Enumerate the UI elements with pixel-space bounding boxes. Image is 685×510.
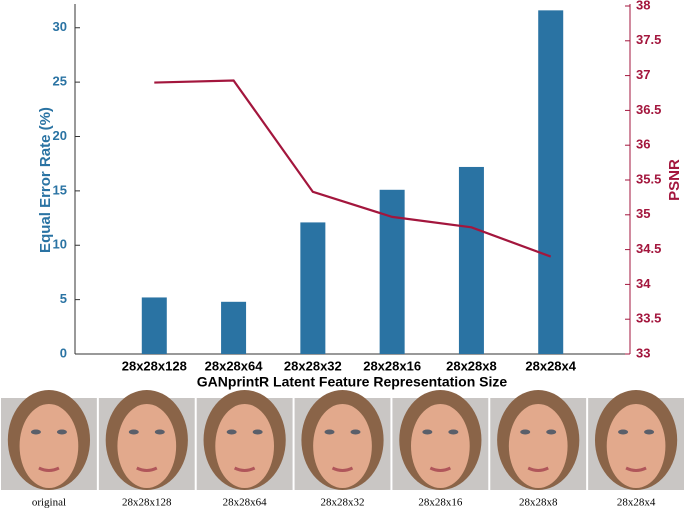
image-label: original (32, 497, 66, 509)
y2-tick-label: 36 (636, 137, 650, 152)
y2-tick-label: 35.5 (636, 171, 661, 186)
face-image (588, 390, 684, 490)
face (606, 404, 666, 488)
y2-tick-label: 34.5 (636, 241, 661, 256)
y-tick-label: 5 (60, 291, 67, 306)
y2-tick-label: 35 (636, 206, 650, 221)
eye (350, 429, 361, 435)
face (508, 404, 568, 488)
y2-tick-label: 36.5 (636, 102, 661, 117)
eye (128, 429, 139, 435)
eye (520, 429, 531, 435)
y2-tick-label: 33 (636, 345, 650, 360)
bar (458, 166, 484, 354)
mouth (625, 466, 647, 472)
x-axis-label: GANprintR Latent Feature Representation … (197, 374, 508, 390)
eye (56, 429, 67, 435)
x-tick-label: 28x28x8 (446, 358, 497, 373)
bar (141, 297, 167, 354)
image-label: 28x28x4 (617, 497, 656, 509)
eye (644, 429, 655, 435)
eye (30, 429, 41, 435)
image-label: 28x28x8 (519, 497, 558, 509)
x-tick-label: 28x28x128 (122, 358, 187, 373)
bar (300, 222, 326, 354)
y2-tick-label: 37.5 (636, 32, 661, 47)
face (411, 404, 470, 488)
y2-axis-label: PSNR (666, 159, 683, 201)
eye (422, 429, 433, 435)
psnr-line (154, 79, 552, 258)
face-image (490, 390, 587, 490)
y-tick-label: 15 (53, 182, 67, 197)
mouth (527, 466, 549, 472)
x-tick-label: 28x28x16 (363, 358, 421, 373)
mouth (429, 466, 452, 472)
x-tick-label: 28x28x4 (525, 358, 576, 373)
y-tick-label: 25 (53, 74, 67, 89)
bar (538, 10, 564, 354)
face (313, 404, 372, 488)
face-image (294, 390, 391, 490)
eye (324, 429, 335, 435)
y2-tick-label: 38 (636, 0, 650, 12)
y2-tick-label: 33.5 (636, 311, 661, 326)
eye (252, 429, 263, 435)
y-tick-label: 20 (53, 128, 67, 143)
image-label: 28x28x16 (418, 497, 463, 509)
face (117, 404, 177, 488)
face-image (1, 390, 97, 490)
face-image (392, 390, 489, 490)
image-label: 28x28x128 (122, 497, 172, 509)
face (19, 404, 79, 488)
x-tick-label: 28x28x64 (205, 358, 264, 373)
image-label: 28x28x64 (223, 497, 268, 509)
face-image (196, 390, 293, 490)
eye (618, 429, 629, 435)
y2-tick-label: 34 (636, 276, 651, 291)
y-axis-label: Equal Error Rate (%) (37, 107, 54, 253)
image-label: 28x28x32 (321, 497, 365, 509)
mouth (331, 466, 354, 472)
eye (154, 429, 165, 435)
y-tick-label: 0 (60, 345, 67, 360)
bar (221, 301, 247, 354)
eye (448, 429, 459, 435)
eye (226, 429, 237, 435)
y-tick-label: 10 (53, 237, 67, 252)
face-image (98, 390, 195, 490)
mouth (38, 466, 60, 472)
y-tick-label: 30 (53, 19, 67, 34)
eye (546, 429, 557, 435)
mouth (136, 466, 158, 472)
mouth (233, 466, 256, 472)
x-tick-label: 28x28x32 (284, 358, 342, 373)
y2-tick-label: 37 (636, 67, 650, 82)
face (215, 404, 274, 488)
